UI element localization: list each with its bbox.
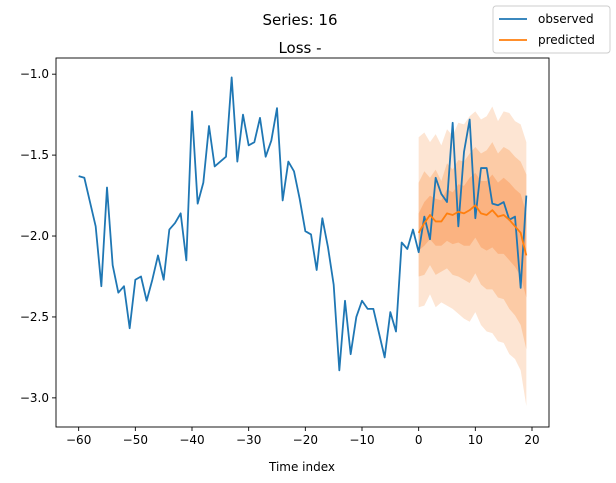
legend-label-observed: observed: [538, 12, 594, 26]
y-tick-label: −1.0: [20, 67, 49, 81]
x-tick-label: 10: [468, 433, 483, 447]
x-tick-label: −50: [123, 433, 148, 447]
y-axis-ticks: −3.0 −2.5 −2.0 −1.5 −1.0: [20, 67, 56, 405]
series-line-predicted: [417, 204, 528, 256]
x-tick-label: −10: [349, 433, 374, 447]
chart-subtitle: Loss -: [278, 39, 321, 57]
y-tick-label: −2.0: [20, 229, 49, 243]
plot-frame: [55, 57, 550, 428]
chart-title: Series: 16: [262, 11, 337, 29]
x-tick-label: −40: [179, 433, 204, 447]
x-axis-ticks: −60 −50 −40 −30 −20 −10 0 10 20: [66, 427, 540, 447]
y-tick-label: −1.5: [20, 148, 49, 162]
x-tick-label: −60: [66, 433, 91, 447]
x-tick-label: 0: [415, 433, 423, 447]
y-tick-label: −3.0: [20, 391, 49, 405]
y-tick-label: −2.5: [20, 310, 49, 324]
series-line-observed: [78, 76, 528, 372]
legend-box: [492, 5, 611, 54]
x-tick-label: −20: [293, 433, 318, 447]
prediction-bands: [418, 106, 527, 406]
x-tick-label: 20: [524, 433, 539, 447]
legend: observed predicted: [492, 5, 611, 54]
x-tick-label: −30: [236, 433, 261, 447]
series-lines: [78, 76, 528, 372]
legend-label-predicted: predicted: [538, 33, 595, 47]
x-axis-label: Time index: [268, 460, 335, 474]
